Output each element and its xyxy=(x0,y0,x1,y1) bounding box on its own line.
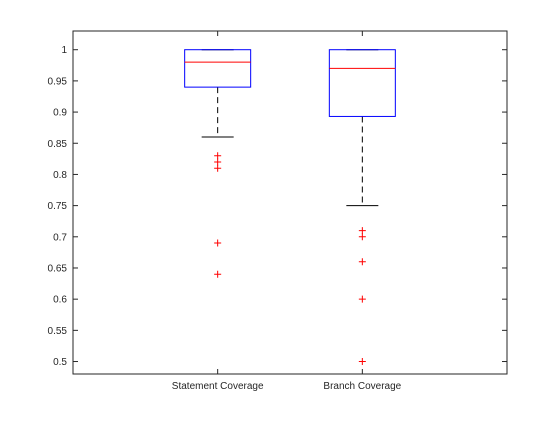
y-tick-label: 0.85 xyxy=(48,139,68,150)
outlier-marker xyxy=(358,227,366,235)
outlier-marker xyxy=(214,158,222,166)
outlier-marker xyxy=(214,270,222,278)
y-tick-label: 0.8 xyxy=(53,170,67,181)
box-iqr xyxy=(328,49,396,117)
y-tick-label: 0.75 xyxy=(48,201,68,212)
outlier-marker xyxy=(358,233,366,241)
axes-frame xyxy=(72,30,508,375)
y-tick-label: 0.9 xyxy=(53,108,67,119)
y-tick-label: 0.5 xyxy=(53,357,67,368)
y-tick-label: 0.6 xyxy=(53,295,67,306)
x-axis-tick-labels: Statement Coverage Branch Coverage xyxy=(172,31,402,392)
y-tick-label: 0.55 xyxy=(48,326,68,337)
x-tick-label: Statement Coverage xyxy=(172,381,264,392)
y-axis-ticks: 0.5 0.55 0.6 0.65 0.7 0.75 0.8 0.85 0.9 0.95 1 xyxy=(48,45,507,368)
y-tick-label: 0.95 xyxy=(48,76,68,87)
box-iqr xyxy=(184,49,252,88)
plot-area xyxy=(73,31,507,374)
box-statement-coverage xyxy=(184,49,252,278)
y-tick-label: 1 xyxy=(61,45,67,56)
outlier-marker xyxy=(358,258,366,266)
y-tick-label: 0.7 xyxy=(53,232,67,243)
boxes-group xyxy=(184,49,396,366)
outlier-marker xyxy=(358,295,366,303)
x-tick-label: Branch Coverage xyxy=(323,381,401,392)
y-tick-label: 0.65 xyxy=(48,263,68,274)
outlier-marker xyxy=(358,358,366,366)
box-branch-coverage xyxy=(328,49,396,366)
outlier-marker xyxy=(214,164,222,172)
outlier-marker xyxy=(214,152,222,160)
outlier-marker xyxy=(214,239,222,247)
